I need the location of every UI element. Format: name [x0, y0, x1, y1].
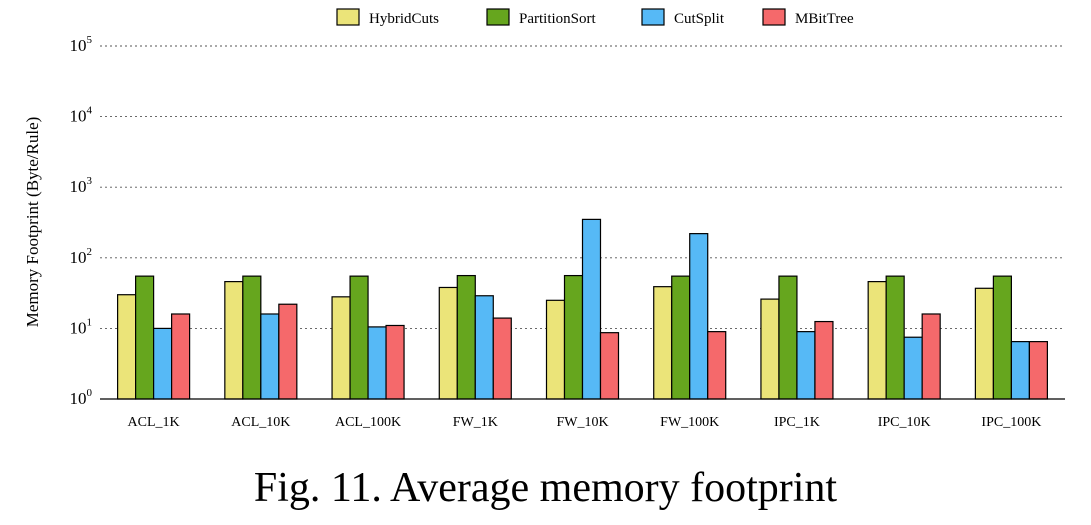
- bar-HybridCuts-ACL_100K: [331, 296, 351, 400]
- y-axis-ticks: 100 101 102 103 104 105: [70, 34, 93, 408]
- bars: [117, 218, 1048, 400]
- bar-chart: 100 101 102 103 104 105 ACL_1K ACL_10K ACL_100K…: [23, 8, 1065, 430]
- bar-CutSplit-IPC_100K: [1010, 341, 1030, 400]
- bar-CutSplit-FW_10K: [581, 218, 602, 400]
- x-tick-label: IPC_10K: [878, 415, 931, 430]
- bar-PartitionSort-IPC_10K: [885, 275, 905, 400]
- bar-HybridCuts-FW_100K: [653, 286, 673, 400]
- legend-label: CutSplit: [674, 11, 725, 27]
- legend-swatch-MBitTree: [762, 8, 786, 26]
- y-axis-label: Memory Footprint (Byte/Rule): [23, 117, 42, 328]
- bar-CutSplit-ACL_1K: [153, 327, 173, 400]
- bar-MBitTree-FW_10K: [599, 332, 620, 400]
- bar-PartitionSort-ACL_10K: [242, 275, 262, 400]
- y-tick-label: 105: [70, 34, 93, 55]
- bar-MBitTree-IPC_1K: [814, 320, 834, 400]
- legend-label: HybridCuts: [369, 11, 439, 27]
- bar-HybridCuts-ACL_1K: [117, 294, 137, 400]
- legend: HybridCuts PartitionSort CutSplit MBitTree: [336, 8, 854, 27]
- bar-HybridCuts-IPC_100K: [974, 287, 994, 400]
- bar-MBitTree-FW_100K: [707, 331, 727, 400]
- x-tick-label: ACL_1K: [128, 415, 180, 430]
- bar-HybridCuts-FW_10K: [545, 299, 566, 400]
- x-tick-label: IPC_100K: [981, 415, 1041, 430]
- bar-HybridCuts-IPC_1K: [760, 298, 780, 400]
- x-tick-label: ACL_10K: [231, 415, 290, 430]
- bar-MBitTree-ACL_1K: [171, 313, 191, 400]
- bar-HybridCuts-IPC_10K: [867, 281, 887, 400]
- bar-PartitionSort-FW_1K: [456, 274, 476, 400]
- bar-CutSplit-FW_100K: [689, 233, 709, 400]
- bar-PartitionSort-FW_100K: [671, 275, 691, 400]
- bar-CutSplit-ACL_100K: [367, 326, 387, 400]
- legend-swatch-CutSplit: [641, 8, 665, 26]
- bar-PartitionSort-IPC_100K: [992, 275, 1012, 400]
- legend-label: MBitTree: [795, 11, 854, 27]
- bar-PartitionSort-ACL_1K: [135, 275, 155, 400]
- x-tick-label: FW_1K: [453, 415, 498, 430]
- legend-swatch-HybridCuts: [336, 8, 360, 26]
- bar-PartitionSort-FW_10K: [563, 274, 584, 400]
- legend-label: PartitionSort: [519, 11, 597, 27]
- bar-PartitionSort-ACL_100K: [349, 275, 369, 400]
- bar-HybridCuts-FW_1K: [438, 286, 458, 400]
- y-tick-label: 103: [70, 175, 93, 196]
- bar-PartitionSort-IPC_1K: [778, 275, 798, 400]
- legend-swatch-PartitionSort: [486, 8, 510, 26]
- bar-CutSplit-IPC_10K: [903, 336, 923, 400]
- x-tick-label: IPC_1K: [774, 415, 820, 430]
- x-tick-label: ACL_100K: [335, 415, 401, 430]
- y-tick-label: 102: [70, 246, 93, 267]
- x-tick-label: FW_100K: [660, 415, 719, 430]
- y-tick-label: 104: [70, 105, 93, 126]
- x-tick-label: FW_10K: [556, 415, 608, 430]
- x-axis-ticks: ACL_1K ACL_10K ACL_100K FW_1K FW_10K FW_100K I…: [128, 415, 1042, 430]
- y-tick-label: 100: [70, 387, 93, 408]
- bar-CutSplit-FW_1K: [474, 295, 494, 400]
- bar-MBitTree-ACL_100K: [385, 324, 405, 400]
- y-tick-label: 101: [70, 316, 93, 337]
- bar-HybridCuts-ACL_10K: [224, 281, 244, 400]
- bar-CutSplit-ACL_10K: [260, 313, 280, 400]
- bar-MBitTree-IPC_100K: [1028, 341, 1048, 400]
- bar-MBitTree-FW_1K: [492, 317, 512, 400]
- figure-caption: Fig. 11. Average memory footprint: [253, 465, 838, 511]
- bar-MBitTree-ACL_10K: [278, 303, 298, 400]
- bar-CutSplit-IPC_1K: [796, 331, 816, 400]
- bar-MBitTree-IPC_10K: [921, 313, 941, 400]
